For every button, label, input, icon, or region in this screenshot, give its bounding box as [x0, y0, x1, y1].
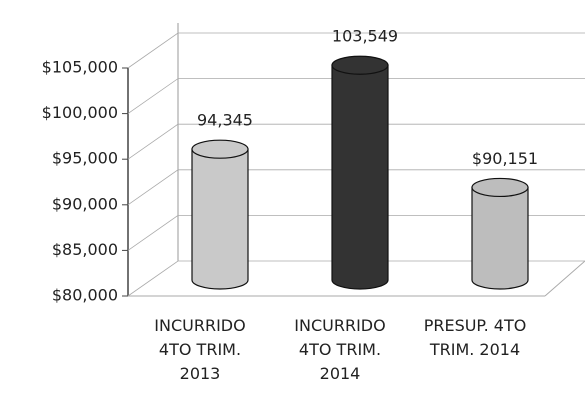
- y-tick-label: $90,000: [52, 194, 118, 213]
- grid-line: [127, 169, 585, 206]
- y-tick-label: $95,000: [52, 149, 118, 168]
- grid-line: [127, 78, 585, 114]
- floor-right: [544, 260, 585, 297]
- y-tick-label: $105,000: [42, 58, 118, 77]
- grid-line: [127, 214, 585, 251]
- bar: [331, 55, 389, 290]
- bar-part: [331, 55, 389, 75]
- x-tick-label: PRESUP. 4TO TRIM. 2014: [423, 316, 527, 359]
- value-label: 103,549: [332, 27, 398, 46]
- grid-line: [127, 260, 585, 297]
- grid-line: [127, 123, 585, 160]
- x-tick-label: INCURRIDO 4TO TRIM. 2014: [294, 316, 386, 383]
- bar-part: [471, 186, 529, 290]
- value-label: 94,345: [197, 111, 253, 130]
- grid-line: [127, 32, 585, 69]
- y-tick-label: $80,000: [52, 286, 118, 305]
- y-tick-label: $85,000: [52, 240, 118, 259]
- value-label: $90,151: [472, 149, 538, 168]
- y-tick-label: $100,000: [42, 103, 118, 122]
- bar-part: [471, 177, 529, 198]
- bar-part: [331, 64, 389, 290]
- bar: [471, 177, 529, 290]
- bar-part: [191, 148, 249, 290]
- x-tick-label: INCURRIDO 4TO TRIM. 2013: [154, 316, 246, 383]
- bar: [191, 139, 249, 290]
- bar-part: [191, 139, 249, 159]
